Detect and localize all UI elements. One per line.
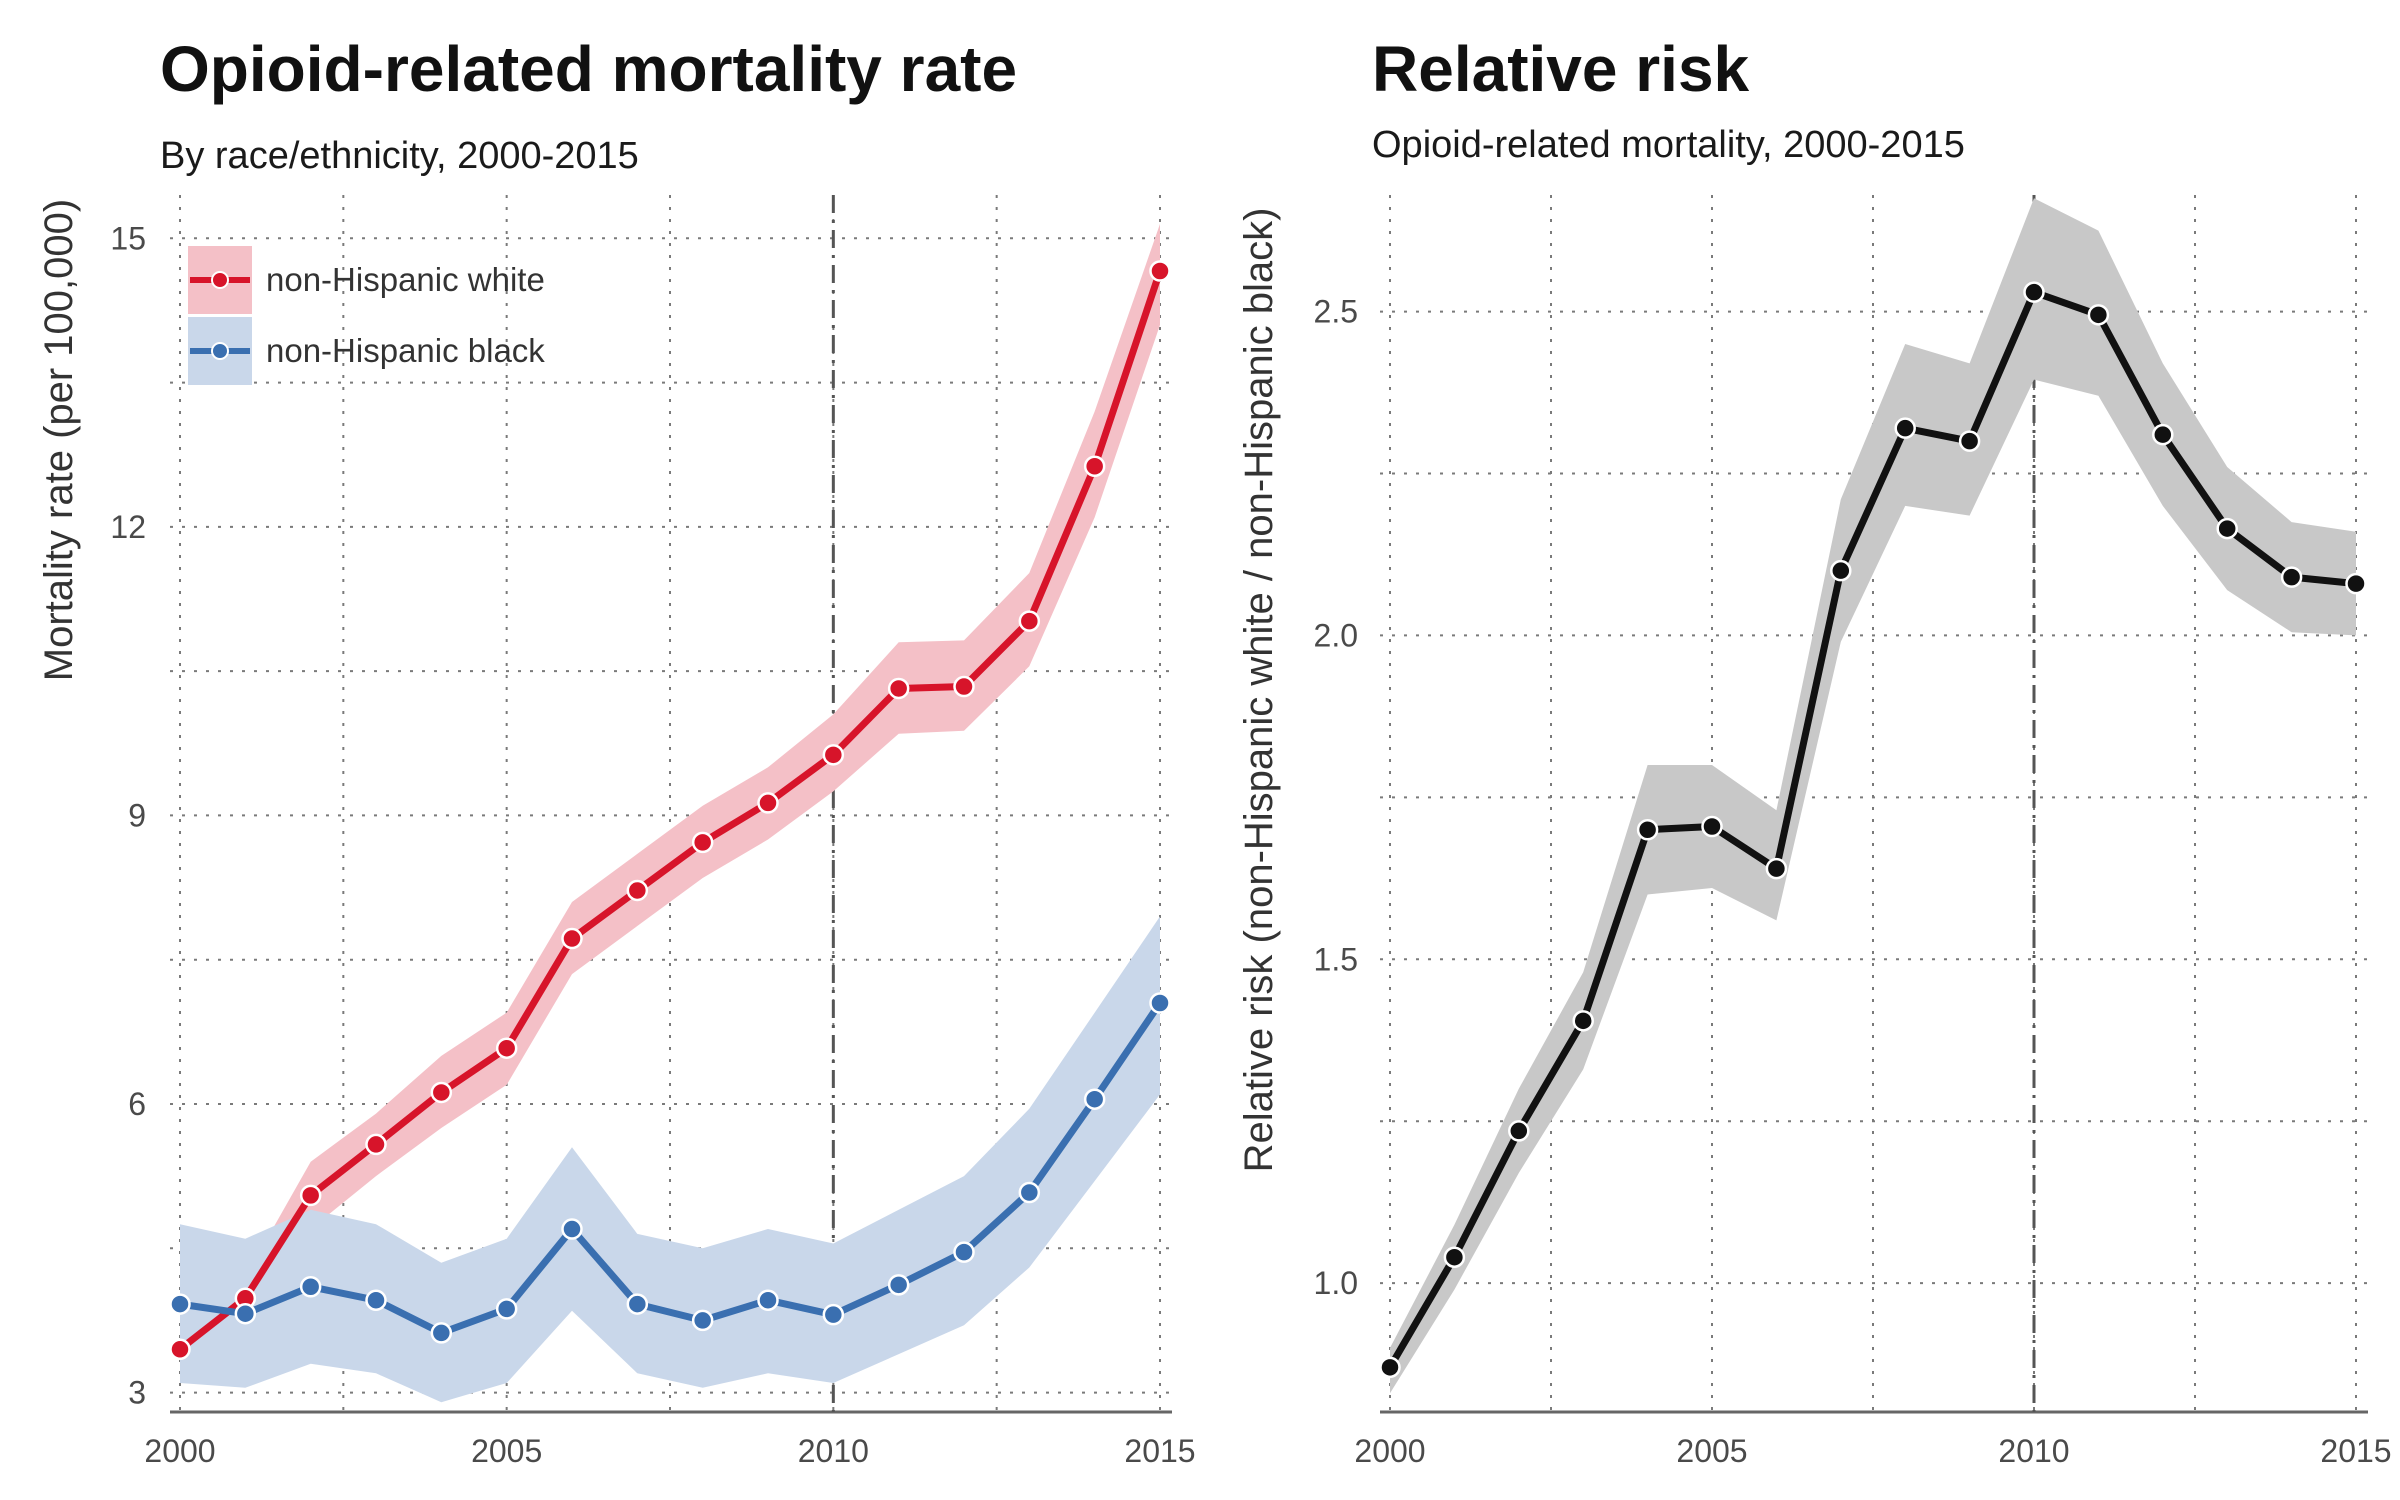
data-point [430,1081,453,1104]
data-point [1572,1010,1594,1032]
right-y-axis-label: Relative risk (non-Hispanic white / non-… [1237,208,1281,1173]
legend-label-black: non-Hispanic black [266,332,545,369]
y-tick-label: 6 [128,1086,146,1122]
data-point [953,675,975,698]
x-tick-label: 2000 [1354,1433,1425,1469]
x-tick-label: 2015 [2320,1433,2391,1469]
right-series-points [1379,281,2367,1379]
data-point [1508,1120,1530,1142]
x-tick-label: 2005 [471,1433,542,1469]
confidence-band-0 [1390,198,2356,1394]
y-tick-label: 1.5 [1314,941,1358,977]
series-line-1 [179,1001,1163,1337]
data-point [2087,304,2110,326]
data-point [2216,517,2238,540]
data-point [365,1289,387,1311]
right-tick-labels: 2000 2005 2010 2015 1.0 1.5 2.0 2.5 [1314,294,2392,1469]
confidence-band-1 [180,916,1160,1403]
x-tick-label: 2010 [798,1433,869,1469]
data-point [822,744,845,766]
data-point [234,1302,257,1325]
data-point [1443,1246,1466,1268]
data-point [1894,417,1916,439]
legend-label-white: non-Hispanic white [266,261,545,298]
data-point [1765,857,1788,880]
data-point [887,677,910,700]
data-point [1636,818,1659,841]
series-line-0 [177,269,1164,1353]
data-point [2280,566,2303,588]
legend-key-white-point [211,271,229,289]
data-point [757,1289,779,1311]
data-point [626,879,649,902]
y-tick-label: 12 [110,509,146,545]
y-tick-label: 1.0 [1314,1265,1358,1301]
data-point [561,927,583,950]
data-point [169,1293,191,1315]
data-point [430,1322,453,1344]
data-point [1379,1356,1401,1379]
x-tick-label: 2005 [1676,1433,1747,1469]
right-chart-subtitle: Opioid-related mortality, 2000-2015 [1372,124,1965,166]
data-point [2152,423,2174,446]
data-point [691,831,714,854]
data-point [1083,455,1106,478]
confidence-band-0 [180,223,1160,1374]
data-point [1830,559,1852,582]
left-confidence-bands [180,223,1160,1403]
x-tick-label: 2000 [144,1433,215,1469]
series-line-0 [1386,288,2357,1370]
data-point [169,1338,191,1361]
data-point [1018,1181,1041,1204]
data-point [1149,992,1171,1014]
data-point [691,1309,714,1332]
data-point [1018,610,1041,632]
y-tick-label: 15 [110,220,146,256]
data-point [1083,1088,1106,1110]
right-confidence-bands [1390,198,2356,1394]
left-series-lines [177,269,1164,1353]
data-point [626,1293,649,1315]
data-point [365,1133,387,1156]
y-tick-label: 2.0 [1314,617,1358,653]
legend-key-black-point [211,342,229,360]
y-tick-label: 2.5 [1314,294,1358,330]
data-point [1149,260,1171,282]
left-chart-subtitle: By race/ethnicity, 2000-2015 [160,135,639,177]
data-point [887,1274,910,1296]
relative-risk-panel: Relative risk Opioid-related mortality, … [1237,33,2392,1469]
data-point [561,1218,583,1240]
y-tick-label: 3 [128,1375,146,1411]
data-point [1701,815,1723,838]
left-gridlines [170,195,1172,1414]
right-chart-title: Relative risk [1372,33,1750,105]
left-series-points [169,260,1171,1361]
data-point [495,1037,518,1059]
x-tick-label: 2010 [1998,1433,2069,1469]
data-point [299,1184,322,1207]
data-point [953,1241,975,1263]
left-tick-labels: 2000 2005 2010 2015 3 6 9 12 15 [110,220,1195,1469]
data-point [2345,572,2367,595]
mortality-rate-panel: Opioid-related mortality rate By race/et… [37,33,1196,1469]
data-point [822,1303,845,1326]
data-point [495,1298,518,1320]
data-point [299,1276,322,1298]
data-point [757,792,779,814]
x-tick-label: 2015 [1124,1433,1195,1469]
data-point [1958,430,1981,452]
left-chart-title: Opioid-related mortality rate [160,33,1017,105]
left-y-axis-label: Mortality rate (per 100,000) [37,199,81,681]
right-gridlines [1380,195,2368,1414]
y-tick-label: 9 [128,797,146,833]
right-series-lines [1386,288,2357,1370]
legend: non-Hispanic white non-Hispanic black [188,246,545,385]
data-point [2023,281,2045,303]
